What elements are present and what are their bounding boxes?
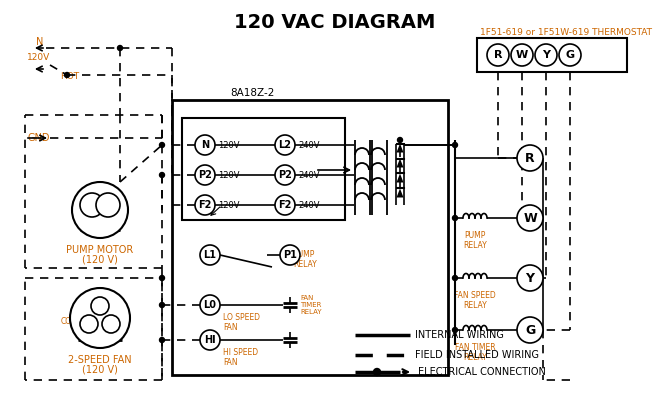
Text: L0: L0 — [204, 300, 216, 310]
Text: 2-SPEED FAN: 2-SPEED FAN — [68, 355, 132, 365]
Circle shape — [559, 44, 581, 66]
Text: L1: L1 — [204, 250, 216, 260]
Text: FAN
TIMER
RELAY: FAN TIMER RELAY — [300, 295, 322, 315]
Text: HI: HI — [107, 323, 115, 329]
Circle shape — [517, 145, 543, 171]
Circle shape — [275, 195, 295, 215]
Text: P2: P2 — [278, 170, 292, 180]
Circle shape — [159, 276, 165, 280]
Circle shape — [517, 265, 543, 291]
Polygon shape — [397, 158, 403, 168]
Bar — [182, 118, 345, 220]
Text: N: N — [201, 140, 209, 150]
Text: F2: F2 — [198, 200, 212, 210]
Text: 120V: 120V — [218, 140, 239, 150]
Circle shape — [452, 215, 458, 220]
Circle shape — [452, 142, 458, 147]
Circle shape — [452, 276, 458, 280]
Text: (120 V): (120 V) — [82, 364, 118, 374]
Text: FAN SPEED
RELAY: FAN SPEED RELAY — [454, 291, 496, 310]
Text: 120V: 120V — [218, 171, 239, 179]
Circle shape — [511, 44, 533, 66]
Text: PUMP MOTOR: PUMP MOTOR — [66, 245, 133, 255]
Circle shape — [91, 297, 109, 315]
Polygon shape — [397, 143, 403, 153]
Text: G: G — [565, 50, 575, 60]
Circle shape — [517, 317, 543, 343]
Circle shape — [80, 193, 104, 217]
Text: 120 VAC DIAGRAM: 120 VAC DIAGRAM — [234, 13, 436, 32]
Circle shape — [96, 193, 120, 217]
Text: ELECTRICAL CONNECTION: ELECTRICAL CONNECTION — [418, 367, 546, 377]
Circle shape — [117, 46, 123, 51]
Text: P1: P1 — [283, 250, 297, 260]
Text: F2: F2 — [278, 200, 291, 210]
Circle shape — [200, 245, 220, 265]
Text: 120V: 120V — [27, 53, 50, 62]
Circle shape — [64, 72, 70, 78]
Text: PUMP
RELAY: PUMP RELAY — [463, 231, 487, 251]
Circle shape — [159, 303, 165, 308]
Text: W: W — [523, 212, 537, 225]
Circle shape — [72, 182, 128, 238]
Text: 120V: 120V — [218, 201, 239, 210]
Circle shape — [275, 135, 295, 155]
Circle shape — [373, 368, 381, 375]
Bar — [477, 38, 627, 72]
Text: (120 V): (120 V) — [82, 254, 118, 264]
Text: FAN TIMER
RELAY: FAN TIMER RELAY — [455, 343, 495, 362]
Text: W: W — [516, 50, 528, 60]
Circle shape — [195, 135, 215, 155]
Circle shape — [397, 137, 403, 142]
Circle shape — [195, 165, 215, 185]
Circle shape — [195, 195, 215, 215]
Polygon shape — [397, 173, 403, 183]
Text: LO SPEED
FAN: LO SPEED FAN — [223, 313, 260, 332]
Text: HOT: HOT — [60, 72, 79, 81]
Circle shape — [275, 165, 295, 185]
Bar — [172, 100, 448, 375]
Circle shape — [80, 315, 98, 333]
Circle shape — [159, 173, 165, 178]
Circle shape — [102, 315, 120, 333]
Text: N: N — [36, 37, 44, 47]
Text: 1F51-619 or 1F51W-619 THERMOSTAT: 1F51-619 or 1F51W-619 THERMOSTAT — [480, 28, 652, 36]
Circle shape — [452, 328, 458, 333]
Circle shape — [159, 142, 165, 147]
Circle shape — [487, 44, 509, 66]
Circle shape — [200, 295, 220, 315]
Text: 240V: 240V — [298, 171, 320, 179]
Polygon shape — [397, 189, 403, 197]
Text: 8A18Z-2: 8A18Z-2 — [230, 88, 275, 98]
Circle shape — [517, 205, 543, 231]
Circle shape — [70, 288, 130, 348]
Circle shape — [280, 245, 300, 265]
Circle shape — [159, 337, 165, 342]
Text: HI SPEED
FAN: HI SPEED FAN — [223, 348, 258, 367]
Text: COM: COM — [60, 318, 78, 326]
Text: G: G — [525, 323, 535, 336]
Circle shape — [535, 44, 557, 66]
Text: 240V: 240V — [298, 140, 320, 150]
Text: R: R — [525, 152, 535, 165]
Text: Y: Y — [525, 272, 535, 285]
Text: GND: GND — [27, 133, 50, 143]
Text: L2: L2 — [279, 140, 291, 150]
Text: PUMP
RELAY: PUMP RELAY — [293, 250, 317, 269]
Text: INTERNAL WIRING: INTERNAL WIRING — [415, 330, 504, 340]
Text: P2: P2 — [198, 170, 212, 180]
Text: Y: Y — [542, 50, 550, 60]
Text: R: R — [494, 50, 502, 60]
Text: HI: HI — [204, 335, 216, 345]
Text: FIELD INSTALLED WIRING: FIELD INSTALLED WIRING — [415, 350, 539, 360]
Text: 240V: 240V — [298, 201, 320, 210]
Circle shape — [200, 330, 220, 350]
Text: LO: LO — [84, 323, 92, 329]
